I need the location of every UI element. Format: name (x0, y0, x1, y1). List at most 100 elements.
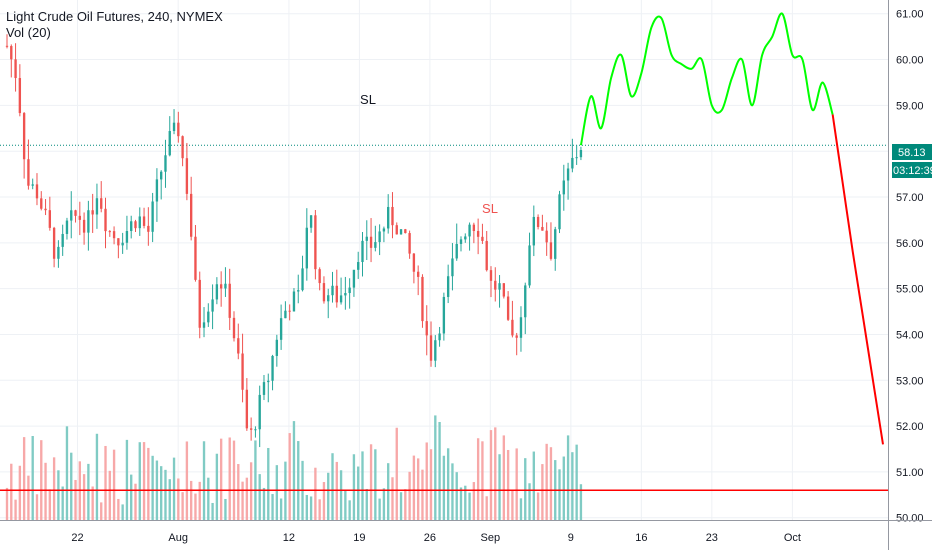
volume-bar (194, 493, 197, 520)
volume-bar (18, 465, 22, 520)
candle-body (506, 296, 510, 320)
candle-body (301, 268, 304, 291)
volume-bar (485, 496, 488, 520)
candle-body (575, 157, 578, 159)
candle-body (249, 428, 253, 430)
volume-bar (498, 454, 501, 520)
volume-bar (438, 421, 441, 520)
y-tick-label: 59.00 (896, 100, 924, 112)
candle-body (18, 78, 22, 114)
volume-bar (82, 474, 86, 520)
volume-bar (91, 486, 94, 520)
candle-body (365, 236, 368, 241)
volume-bar (44, 462, 47, 520)
volume-bar (348, 500, 351, 520)
candle-body (232, 317, 236, 339)
volume-bar (344, 490, 347, 520)
y-tick-label: 55.00 (896, 284, 924, 296)
volume-bar (468, 492, 471, 520)
volume-bar (481, 441, 484, 520)
candle-body (536, 216, 540, 227)
projection-up-line (579, 12, 834, 146)
candle-body (399, 229, 403, 235)
grid (0, 0, 888, 520)
candle-body (395, 225, 398, 235)
candle-body (429, 335, 433, 361)
candle-body (408, 233, 411, 254)
volume-bar (408, 471, 411, 520)
candle-body (374, 242, 377, 248)
candle-body (224, 283, 227, 289)
volume-bar (254, 440, 257, 520)
candle-body (211, 299, 214, 312)
volume-bar (241, 481, 244, 520)
candle-body (438, 333, 441, 341)
volume-bar (104, 445, 107, 520)
candle-body (489, 270, 493, 281)
x-tick-label: 26 (424, 532, 436, 544)
volume-bar (108, 470, 111, 520)
candle-body (100, 198, 103, 209)
candle-body (267, 380, 270, 383)
candle-body (48, 210, 52, 228)
volume-bar (395, 427, 398, 520)
volume-bar (297, 441, 300, 520)
candle-body (425, 321, 428, 336)
volume-bar (57, 470, 60, 520)
volume-bar (519, 498, 523, 520)
sl-label-top: SL (360, 92, 376, 107)
y-tick-label: 56.00 (896, 238, 924, 250)
volume-bar (322, 482, 326, 520)
candle-body (168, 131, 171, 156)
candle-body (151, 201, 154, 232)
candles (5, 34, 583, 448)
candle-body (271, 355, 274, 381)
candle-body (502, 283, 506, 297)
volume-bar (292, 421, 296, 520)
volume-bar (378, 498, 381, 520)
candle-body (228, 283, 231, 318)
volume-bar (536, 492, 540, 520)
volume-bar (14, 499, 17, 520)
candle-body (378, 231, 381, 243)
candle-body (541, 226, 544, 231)
candle-body (361, 240, 364, 263)
volume-bar (318, 499, 321, 520)
sl-label-mid: SL (482, 201, 498, 216)
candle-body (172, 122, 176, 132)
volume-bar (117, 498, 120, 520)
volume-bar (142, 442, 146, 520)
volume-bar (549, 447, 553, 520)
x-tick-label: 22 (71, 532, 83, 544)
volume-bar (459, 487, 463, 520)
candle-body (524, 285, 527, 318)
candle-body (348, 287, 351, 294)
volume-bar (228, 437, 231, 520)
candle-body (468, 224, 471, 237)
volume-bar (425, 442, 428, 520)
candle-body (519, 317, 523, 338)
volume-bar (262, 487, 266, 520)
x-tick-label: 23 (706, 532, 718, 544)
y-tick-label: 57.00 (896, 192, 924, 204)
y-tick-label: 51.00 (896, 467, 924, 479)
volume-bar (382, 488, 386, 520)
candle-body (14, 59, 17, 79)
volume-indicator-label[interactable]: Vol (20) (6, 25, 51, 40)
candle-body (412, 253, 416, 272)
candle-body (121, 242, 124, 246)
candle-body (459, 239, 463, 244)
candle-body (198, 279, 201, 328)
volume-bar (412, 455, 416, 520)
symbol-title[interactable]: Light Crude Oil Futures, 240, NYMEX (6, 9, 223, 24)
volume-bar (27, 475, 30, 520)
price-tag-countdown: 03:12:39 (893, 165, 932, 177)
legend: Light Crude Oil Futures, 240, NYMEX Vol … (6, 6, 223, 44)
candle-body (421, 276, 424, 322)
candle-body (125, 231, 129, 243)
volume-bar (494, 427, 497, 520)
candle-body (335, 285, 338, 303)
